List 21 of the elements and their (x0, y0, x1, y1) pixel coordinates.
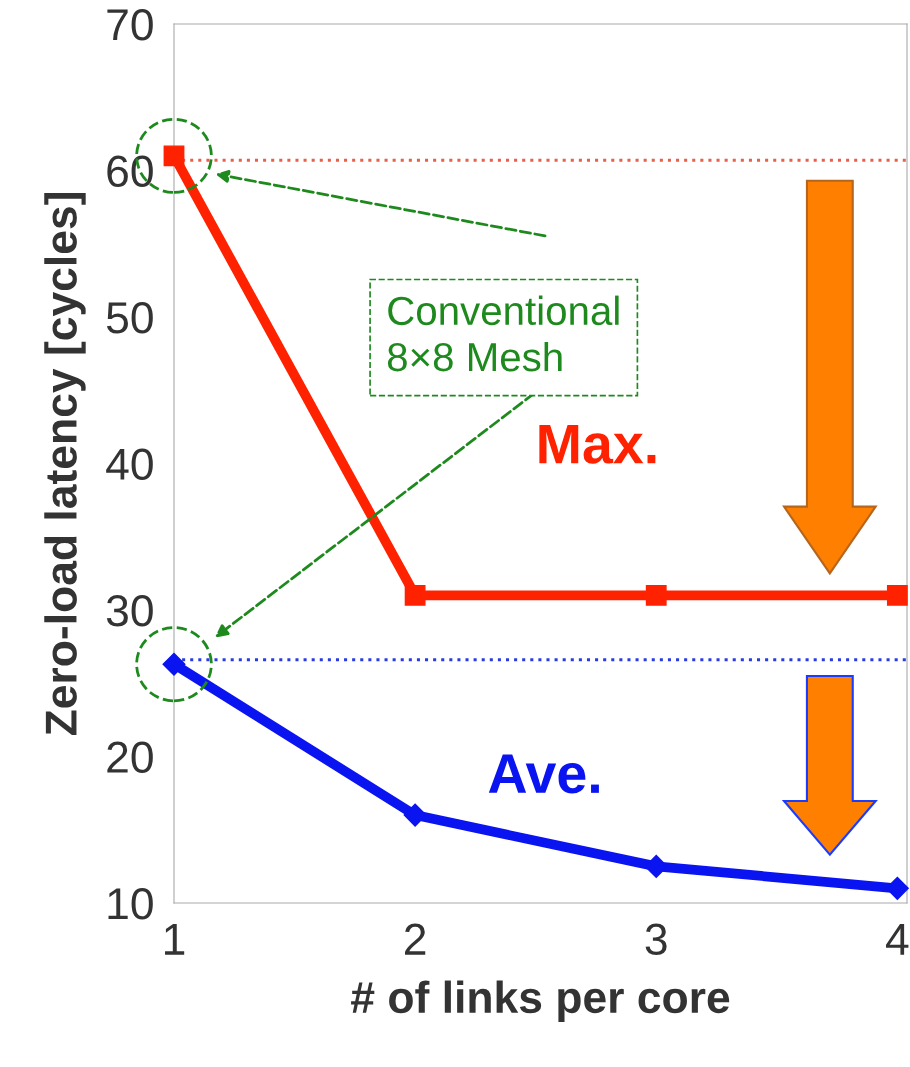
point (403, 803, 427, 827)
x-tick-label: 3 (645, 923, 667, 956)
point (645, 584, 667, 606)
annotation: Conventional 8×8 Mesh (387, 295, 619, 372)
x-tick-label: 2 (405, 923, 426, 955)
y-tick-label: 40 (106, 448, 153, 481)
y-tick-label: 20 (107, 741, 153, 774)
point (644, 854, 668, 878)
y-tick-label: 50 (106, 302, 153, 334)
x-axis-title: # of links per core (351, 980, 730, 1022)
y-tick-label: 10 (108, 888, 153, 920)
point (404, 584, 426, 606)
text: Max. (539, 425, 656, 464)
point (886, 584, 908, 606)
y-tick-label: 70 (107, 9, 153, 41)
x-tick-label: 4 (886, 924, 909, 955)
y-tick-label: 30 (106, 595, 153, 627)
y-axis-title: Zero-load latency [cycles] (44, 193, 86, 736)
series-label: Ave. (488, 754, 599, 794)
y-tick-label: 60 (107, 155, 153, 188)
x-tick-label: 1 (165, 924, 185, 955)
